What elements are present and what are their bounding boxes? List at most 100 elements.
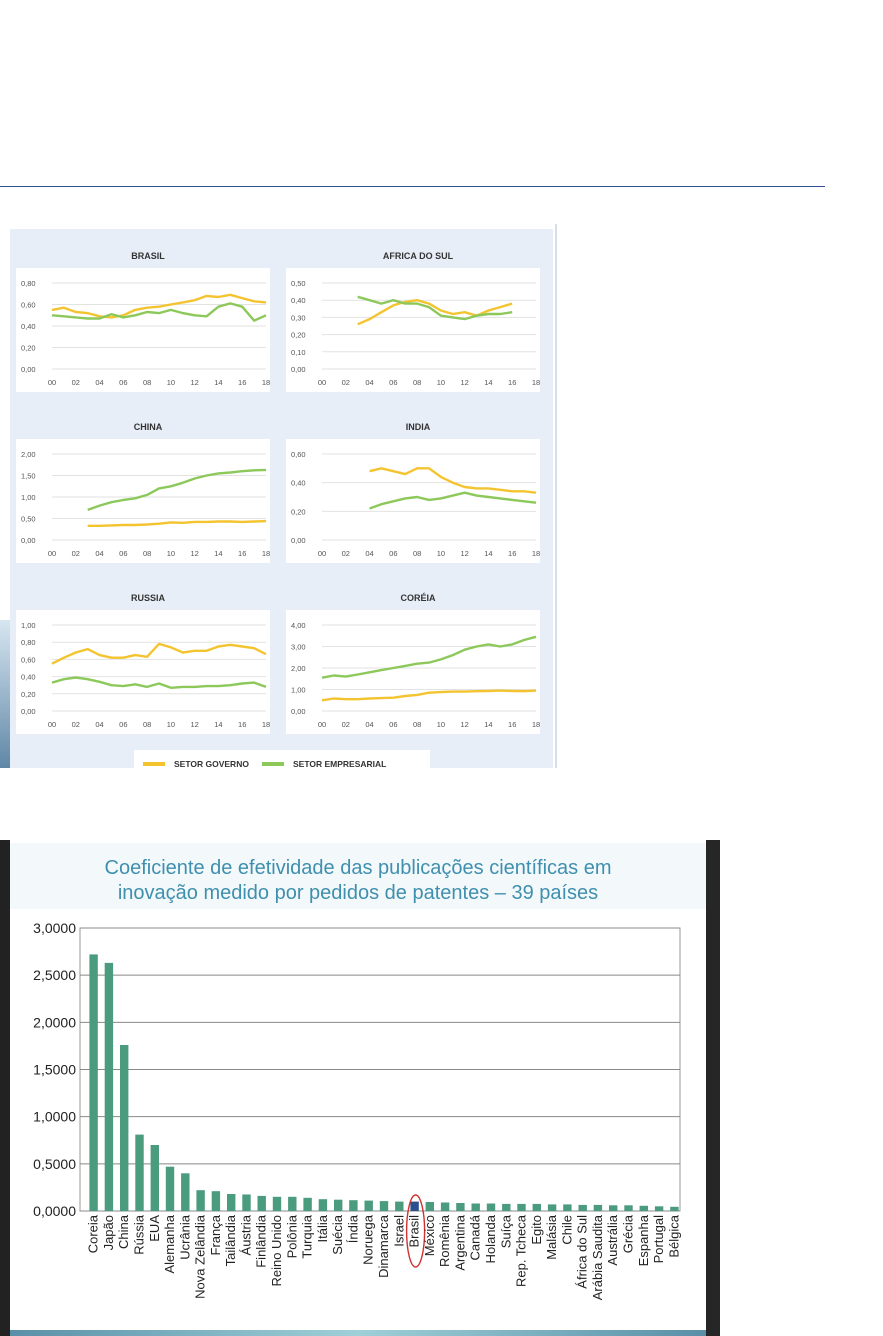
x-tick-label-russia: 18 (262, 720, 270, 729)
x-tick-label-africa-do-sul: 14 (484, 378, 492, 387)
y-tick-label-russia: 0,80 (21, 638, 36, 647)
chart-box-coreia (286, 610, 540, 734)
x-tick-label-china: 10 (167, 549, 175, 558)
bar-category-label-austria: Áustria (239, 1214, 254, 1255)
series-line-government-coreia (321, 689, 537, 702)
x-tick-label-africa-do-sul: 16 (508, 378, 516, 387)
y-tick-label-brasil: 0,00 (21, 365, 36, 374)
bar-category-label-franca: França (208, 1214, 223, 1255)
decorative-edge (0, 620, 10, 768)
bar-category-label-romenia: Romênia (437, 1214, 452, 1267)
x-tick-label-china: 12 (190, 549, 198, 558)
x-tick-label-coreia: 14 (484, 720, 492, 729)
bar-dinamarca (379, 1201, 389, 1211)
x-tick-label-africa-do-sul: 10 (437, 378, 445, 387)
chart-title-coreia: CORÉIA (400, 593, 436, 603)
x-tick-label-india: 04 (365, 549, 373, 558)
bar-y-tick-label: 0,0000 (33, 1203, 76, 1219)
y-tick-label-china: 2,00 (21, 450, 36, 459)
bar-polonia (288, 1196, 297, 1211)
y-tick-label-india: 0,20 (291, 507, 306, 516)
x-tick-label-coreia: 00 (318, 720, 326, 729)
x-tick-label-india: 10 (437, 549, 445, 558)
legend: SETOR GOVERNO SETOR EMPRESARIAL (134, 750, 430, 769)
bar-category-label-reino-unido: Reino Unido (269, 1215, 284, 1287)
x-tick-label-india: 14 (484, 549, 492, 558)
x-tick-label-russia: 06 (119, 720, 127, 729)
bar-chart-title-line2: inovação medido por pedidos de patentes … (118, 882, 598, 904)
bar-category-label-canada: Canadá (468, 1214, 483, 1260)
bar-noruega (364, 1200, 373, 1211)
bar-japao (104, 962, 114, 1211)
bar-category-label-nova-zelandia: Nova Zelândia (193, 1214, 208, 1299)
bar-chart: 0,0000 0,5000 1,0000 1,5000 2,0000 2,5000 3,00… (33, 920, 681, 1300)
x-tick-label-china: 08 (143, 549, 151, 558)
bar-category-label-india: Índia (345, 1214, 360, 1243)
legend-label-business: SETOR EMPRESARIAL (293, 759, 386, 769)
bar-africa-do-sul (578, 1204, 587, 1211)
bar-coreia (89, 954, 98, 1211)
bar-category-label-egito: Egito (529, 1215, 544, 1245)
bar-category-label-espanha: Espanha (636, 1214, 651, 1266)
bar-category-label-arabia-saudita: Arábia Saudita (590, 1214, 605, 1300)
panel-edge (555, 224, 557, 768)
bar-rep-tcheca (517, 1203, 526, 1211)
chart-box-china (16, 439, 270, 563)
x-tick-label-coreia: 02 (342, 720, 350, 729)
x-tick-label-china: 04 (95, 549, 103, 558)
series-line-government-africa-do-sul (357, 299, 513, 326)
x-tick-label-russia: 04 (95, 720, 103, 729)
series-line-government-india (369, 467, 537, 494)
line-chart-russia: RUSSIA 0,00 0,20 0,40 0,60 0,80 1,00 00 02 04 06 08… (16, 593, 270, 734)
bar-portugal (654, 1206, 664, 1211)
bar-arabia-saudita (593, 1204, 603, 1211)
bar-category-label-rep-tcheca: Rep. Tcheca (514, 1214, 529, 1287)
x-tick-label-china: 06 (119, 549, 127, 558)
bar-category-label-africa-do-sul: África do Sul (575, 1215, 590, 1289)
x-tick-label-coreia: 04 (365, 720, 373, 729)
dark-border-right (706, 840, 720, 1336)
y-tick-label-coreia: 0,00 (291, 707, 306, 716)
bar-category-label-brasil: Brasil (407, 1215, 422, 1248)
bar-category-label-belgica: Bélgica (666, 1214, 681, 1257)
bar-chart-title-band (10, 843, 706, 909)
y-tick-label-africa-do-sul: 0,50 (291, 279, 306, 288)
y-tick-label-china: 1,50 (21, 472, 36, 481)
y-tick-label-africa-do-sul: 0,40 (291, 296, 306, 305)
y-tick-label-india: 0,60 (291, 450, 306, 459)
bar-suica (502, 1203, 511, 1211)
x-tick-label-india: 00 (318, 549, 326, 558)
series-line-business-africa-do-sul (357, 295, 513, 321)
bar-category-label-holanda: Holanda (483, 1214, 498, 1263)
y-tick-label-brasil: 0,80 (21, 279, 36, 288)
x-tick-label-coreia: 12 (460, 720, 468, 729)
y-tick-label-coreia: 1,00 (291, 686, 306, 695)
x-tick-label-africa-do-sul: 12 (460, 378, 468, 387)
bar-finlandia (257, 1195, 266, 1211)
y-tick-label-africa-do-sul: 0,10 (291, 348, 306, 357)
line-chart-brasil: BRASIL 0,00 0,20 0,40 0,60 0,80 00 02 04 06 08 10 12… (16, 251, 270, 392)
bar-grecia (624, 1205, 633, 1211)
x-tick-label-russia: 14 (214, 720, 222, 729)
x-tick-label-coreia: 10 (437, 720, 445, 729)
bar-egito (532, 1203, 541, 1211)
x-tick-label-coreia: 06 (389, 720, 397, 729)
series-line-business-china (87, 468, 267, 512)
bar-y-tick-label: 3,0000 (33, 920, 76, 936)
line-chart-coreia: CORÉIA 0,00 1,00 2,00 3,00 4,00 00 02 04 06 08 10 12… (286, 593, 540, 734)
x-tick-label-india: 12 (460, 549, 468, 558)
x-tick-label-china: 18 (262, 549, 270, 558)
highlight-ring-brasil (405, 1194, 426, 1268)
bar-australia (609, 1205, 618, 1211)
y-tick-label-china: 0,00 (21, 536, 36, 545)
chart-box-russia (16, 610, 270, 734)
chart-title-russia: RUSSIA (131, 593, 166, 603)
y-tick-label-russia: 0,60 (21, 655, 36, 664)
bar-holanda (486, 1203, 496, 1211)
bar-category-label-coreia: Coreia (86, 1214, 101, 1253)
y-tick-label-brasil: 0,40 (21, 322, 36, 331)
y-tick-label-coreia: 4,00 (291, 621, 306, 630)
bar-category-label-ucrania: Ucrânia (177, 1214, 192, 1260)
x-tick-label-brasil: 00 (48, 378, 56, 387)
bar-franca (211, 1191, 221, 1211)
